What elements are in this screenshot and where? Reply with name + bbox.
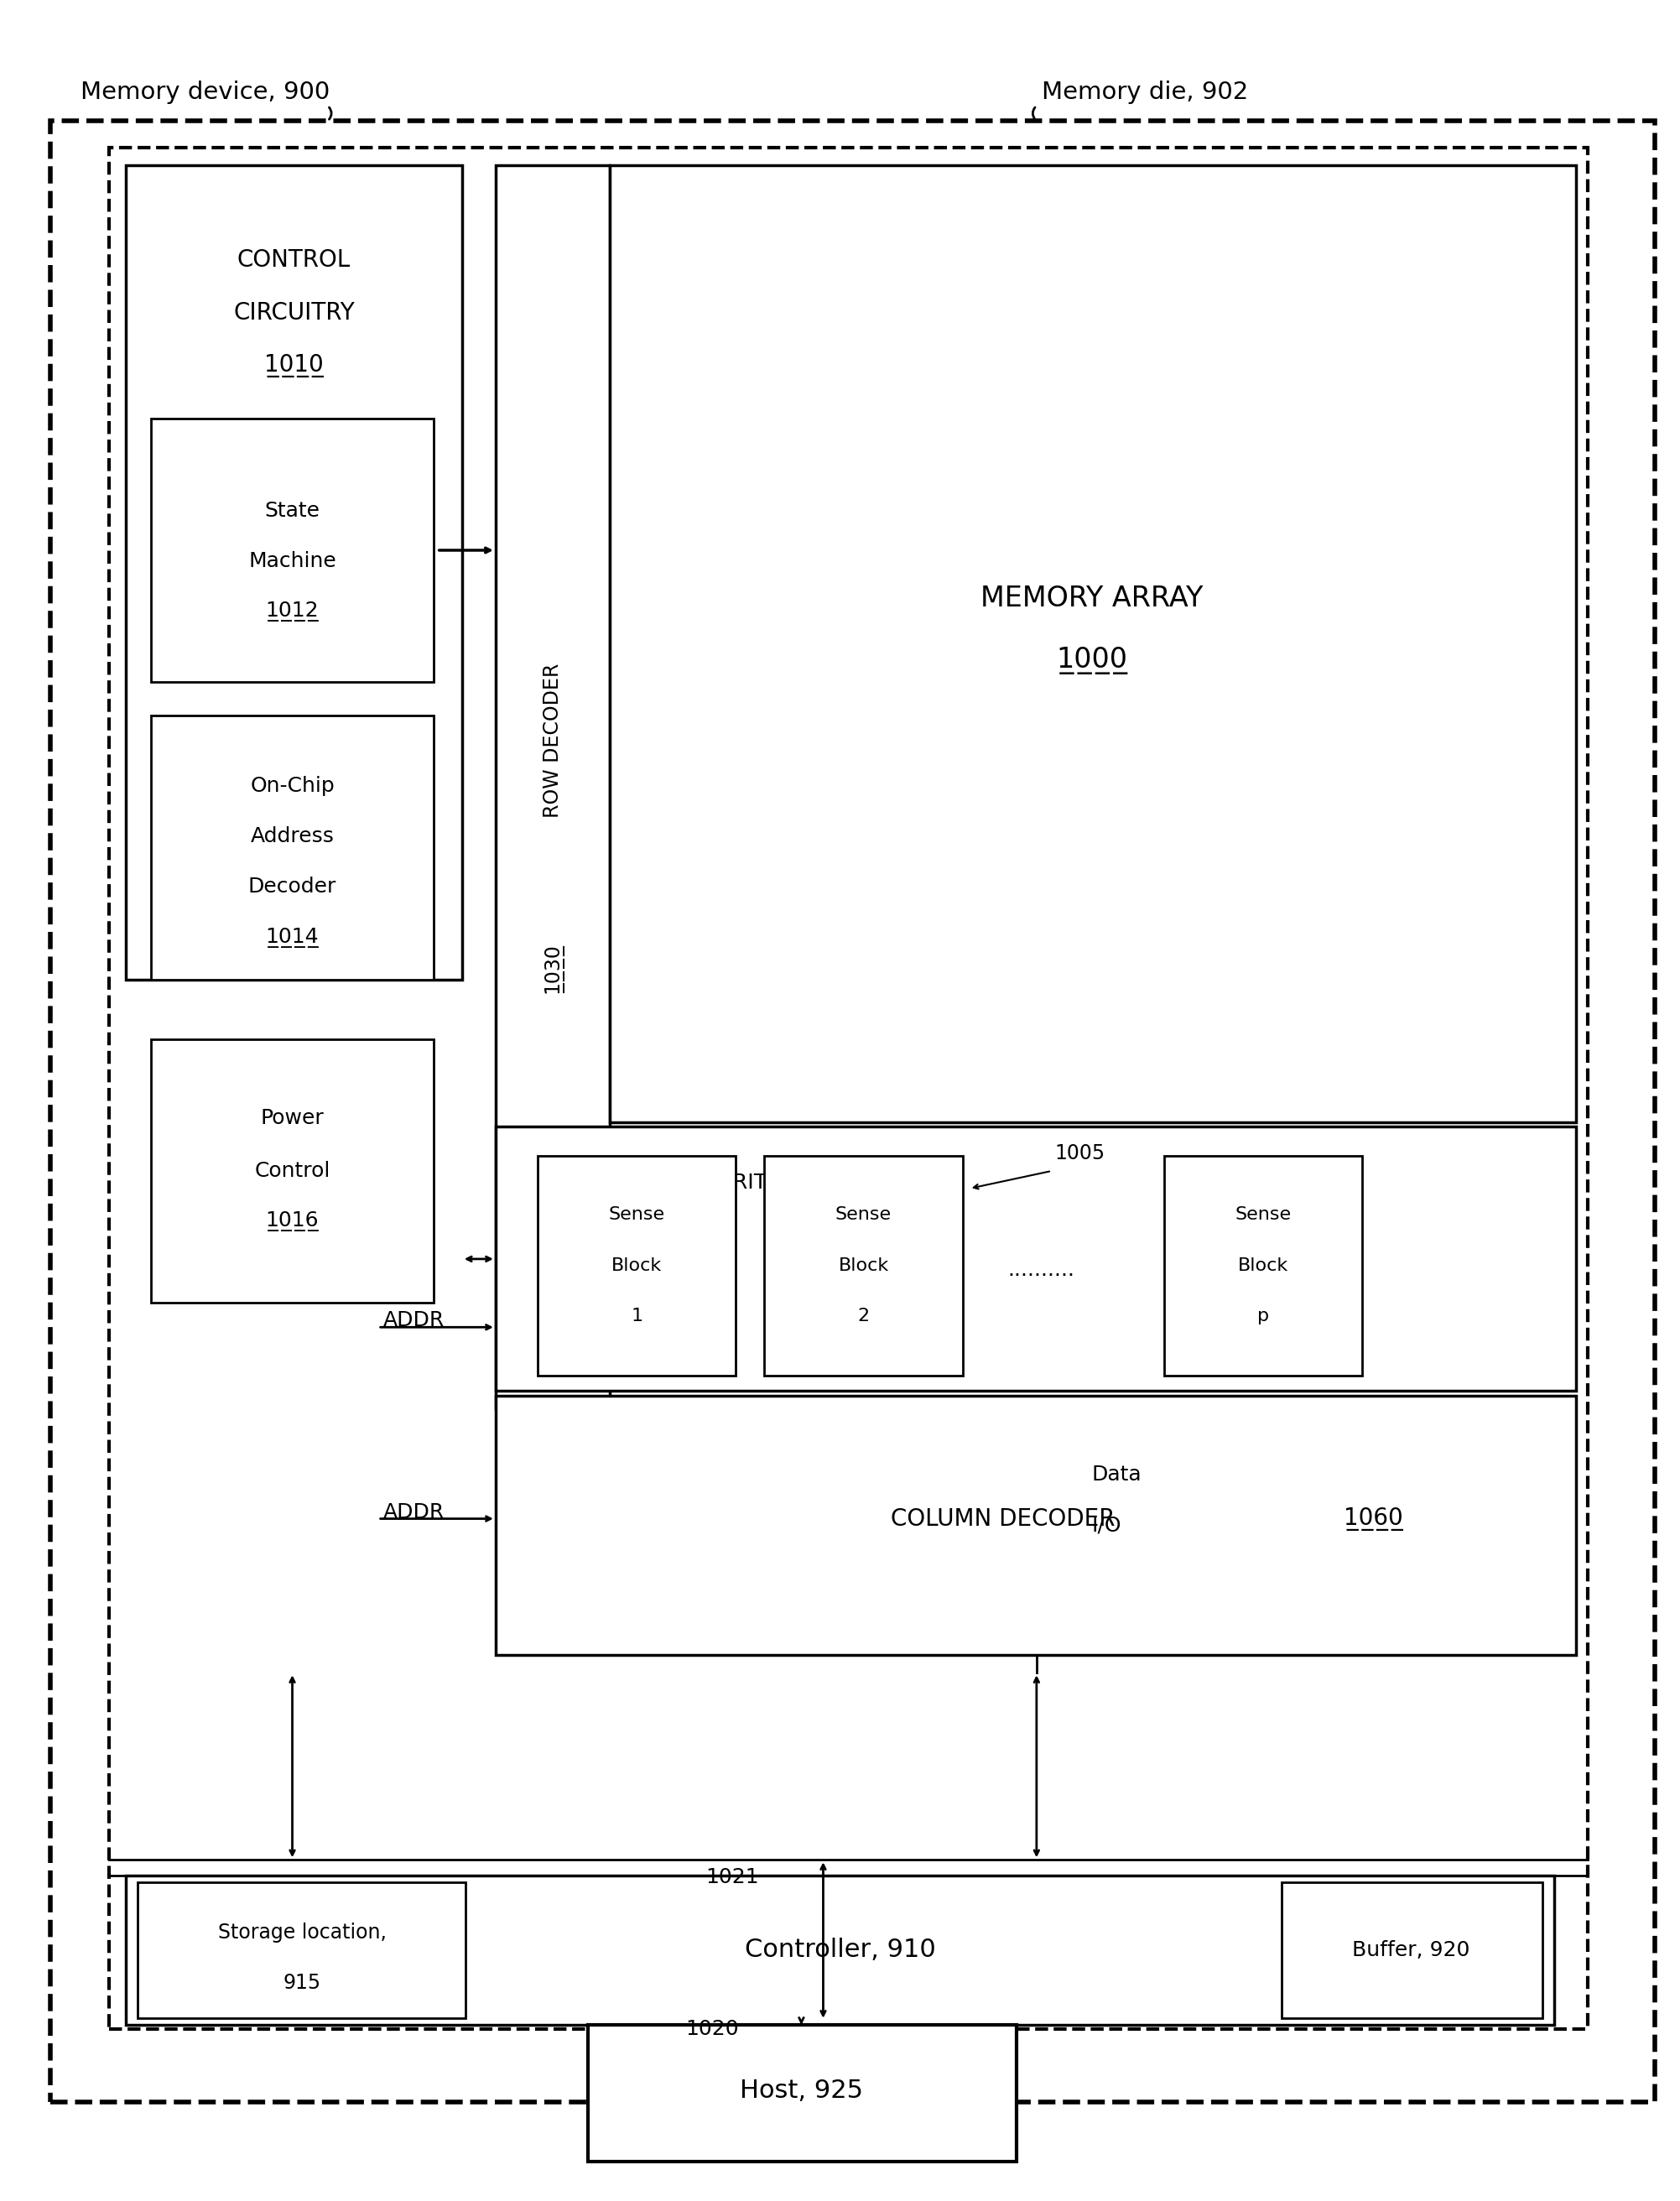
Text: I/O: I/O	[1092, 1514, 1122, 1536]
Text: 1021: 1021	[706, 1866, 759, 1888]
Text: Block: Block	[838, 1257, 889, 1274]
Bar	[496, 1127, 1576, 1391]
Text: MEMORY ARRAY: MEMORY ARRAY	[981, 585, 1203, 612]
Bar	[764, 1156, 963, 1376]
Text: 1̲0̲1̲0̲: 1̲0̲1̲0̲	[264, 354, 324, 376]
Bar	[151, 418, 433, 682]
Text: 2: 2	[857, 1307, 870, 1325]
Text: Sense: Sense	[1235, 1206, 1292, 1224]
Bar	[138, 1882, 465, 2018]
Text: Sense: Sense	[835, 1206, 892, 1224]
Text: CONTROL: CONTROL	[237, 249, 351, 271]
Text: Memory device, 900: Memory device, 900	[81, 81, 329, 103]
Text: Decoder: Decoder	[249, 876, 336, 898]
Bar	[496, 1395, 1576, 1655]
Text: COLUMN DECODER: COLUMN DECODER	[890, 1508, 1122, 1530]
Bar	[610, 165, 1576, 1123]
Text: Storage location,: Storage location,	[218, 1921, 386, 1943]
Text: On-Chip: On-Chip	[250, 775, 334, 797]
Text: 1: 1	[630, 1307, 643, 1325]
Text: Controller, 910: Controller, 910	[744, 1937, 936, 1963]
Bar	[496, 165, 610, 1409]
Text: Memory die, 902: Memory die, 902	[1042, 81, 1248, 103]
Bar	[126, 1875, 1554, 2025]
Text: 1̲0̲1̲2̲: 1̲0̲1̲2̲	[265, 601, 319, 623]
Text: ..........: ..........	[1008, 1259, 1075, 1281]
Text: 1020: 1020	[685, 2018, 739, 2040]
Bar	[151, 1039, 433, 1303]
Text: 1̲0̲1̲6̲: 1̲0̲1̲6̲	[265, 1211, 319, 1233]
Bar	[1282, 1882, 1542, 2018]
Text: p: p	[1257, 1307, 1270, 1325]
Text: Block: Block	[612, 1257, 662, 1274]
Text: Power: Power	[260, 1107, 324, 1129]
Text: 1̲0̲6̲0̲: 1̲0̲6̲0̲	[1344, 1508, 1403, 1530]
Text: ADDR: ADDR	[383, 1310, 445, 1332]
Text: READ/WRITE CIRCUITS: READ/WRITE CIRCUITS	[647, 1171, 890, 1193]
Text: Address: Address	[250, 825, 334, 847]
Bar	[1164, 1156, 1362, 1376]
Bar	[126, 165, 462, 979]
Bar	[588, 2025, 1016, 2161]
Bar	[538, 1156, 736, 1376]
Text: Sense: Sense	[608, 1206, 665, 1224]
Text: 1̲0̲0̲0̲: 1̲0̲0̲0̲	[1057, 647, 1127, 674]
Text: 915: 915	[284, 1972, 321, 1994]
Text: Data: Data	[1092, 1464, 1142, 1486]
Text: State: State	[265, 500, 319, 522]
Bar	[151, 715, 433, 979]
Text: 1̲0̲3̲0̲: 1̲0̲3̲0̲	[543, 944, 563, 993]
Text: ADDR: ADDR	[383, 1501, 445, 1523]
Text: Block: Block	[1238, 1257, 1289, 1274]
Text: 1005: 1005	[1055, 1142, 1105, 1164]
Text: Machine: Machine	[249, 550, 336, 572]
Text: 1̲0̲1̲4̲: 1̲0̲1̲4̲	[265, 927, 319, 949]
Text: Control: Control	[254, 1160, 331, 1182]
Text: Host, 925: Host, 925	[739, 2078, 864, 2104]
Text: ROW DECODER: ROW DECODER	[543, 656, 563, 819]
Text: CIRCUITRY: CIRCUITRY	[234, 302, 354, 324]
Bar	[109, 147, 1588, 2029]
Text: Buffer, 920: Buffer, 920	[1352, 1939, 1470, 1961]
Text: 1̲0̲6̲5̲: 1̲0̲6̲5̲	[1198, 1171, 1252, 1193]
